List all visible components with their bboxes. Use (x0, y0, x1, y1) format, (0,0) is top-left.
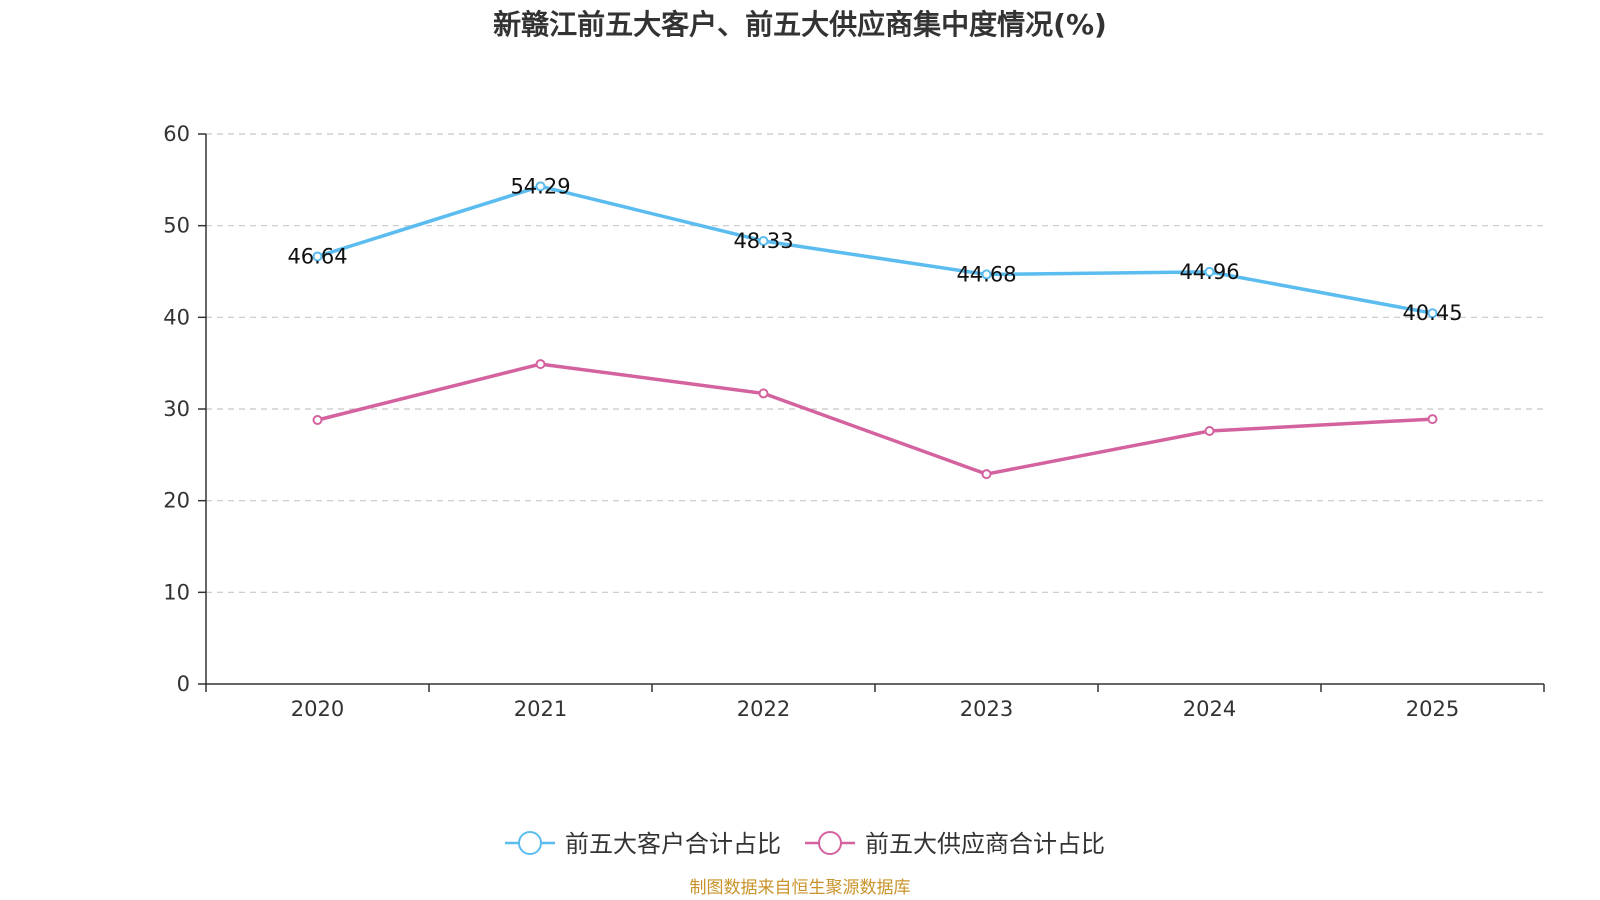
grid-lines (206, 133, 1544, 593)
x-tick-label: 2023 (960, 697, 1013, 721)
legend-marker (818, 831, 842, 855)
data-point[interactable] (981, 469, 992, 480)
x-tick-label: 2025 (1406, 697, 1459, 721)
data-point[interactable] (758, 388, 769, 399)
data-point[interactable] (312, 251, 323, 262)
y-tick-label: 0 (177, 672, 190, 696)
series-line-2 (317, 362, 1433, 476)
y-tick-label: 50 (163, 214, 190, 238)
x-tick-label: 2021 (514, 697, 567, 721)
data-point[interactable] (1204, 266, 1215, 277)
data-label: 44.68 (956, 262, 1016, 286)
data-label: 48.33 (733, 229, 793, 253)
data-point[interactable] (535, 359, 546, 370)
legend-label: 前五大客户合计占比 (565, 830, 781, 858)
legend-label: 前五大供应商合计占比 (865, 830, 1105, 858)
legend-marker (518, 831, 542, 855)
legend-item-1[interactable]: 前五大客户合计占比 (505, 830, 781, 858)
data-label: 40.45 (1402, 301, 1462, 325)
data-label: 54.29 (510, 174, 570, 198)
y-tick-label: 20 (163, 489, 190, 513)
data-point[interactable] (981, 269, 992, 280)
legend-item-2[interactable]: 前五大供应商合计占比 (805, 830, 1105, 858)
data-point[interactable] (758, 235, 769, 246)
x-tick-label: 2020 (291, 697, 344, 721)
x-tick-label: 2022 (737, 697, 790, 721)
data-point[interactable] (535, 181, 546, 192)
data-label: 46.64 (287, 244, 347, 268)
data-point[interactable] (1427, 308, 1438, 319)
data-point[interactable] (1427, 414, 1438, 425)
y-tick-label: 10 (163, 580, 190, 604)
axes: 0 10 20 30 40 50 60 2020 2021 2022 2023 2024 2025 (163, 122, 1545, 721)
legend[interactable]: 前五大客户合计占比 前五大供应商合计占比 (505, 830, 1105, 858)
data-point[interactable] (1204, 426, 1215, 436)
data-labels: 46.64 54.29 48.33 44.68 44.96 40.45 (287, 174, 1462, 325)
y-tick-label: 30 (163, 397, 190, 421)
series-layer (312, 181, 1438, 480)
chart-title: 新赣江前五大客户、前五大供应商集中度情况(%) (493, 8, 1107, 41)
series-line-1 (316, 184, 1433, 315)
y-tick-label: 60 (163, 122, 190, 146)
source-note: 制图数据来自恒生聚源数据库 (690, 878, 911, 898)
data-label: 44.96 (1179, 260, 1239, 284)
data-point[interactable] (312, 415, 323, 425)
y-tick-label: 40 (163, 305, 190, 329)
x-tick-label: 2024 (1183, 697, 1236, 721)
